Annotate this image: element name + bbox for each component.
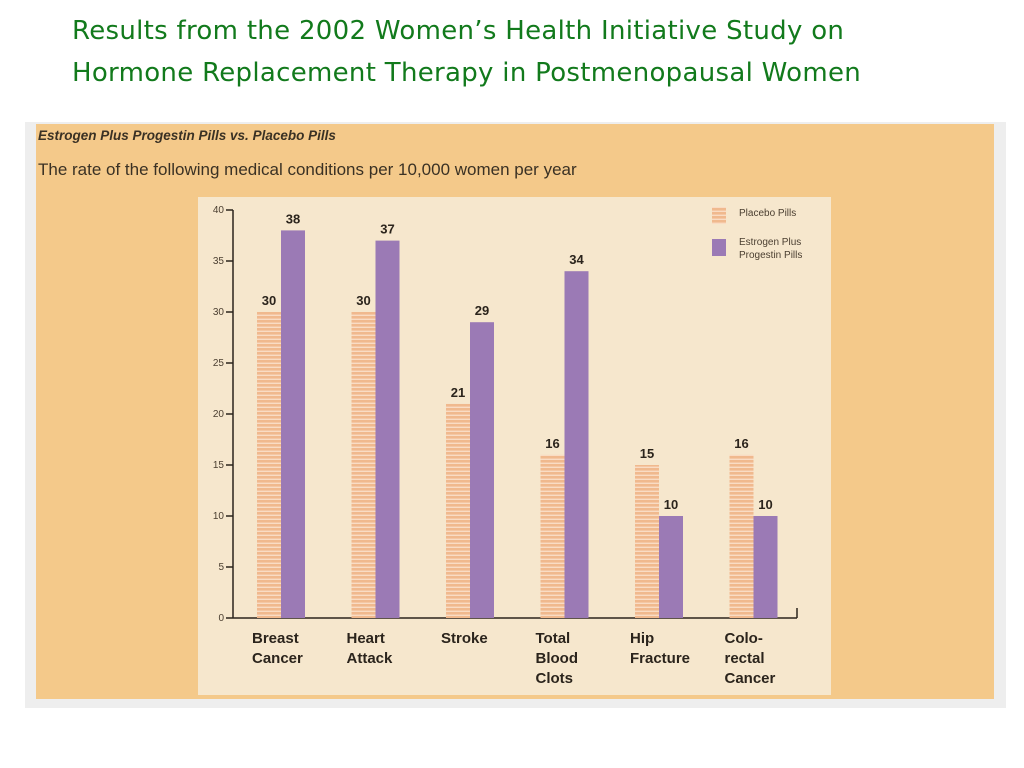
y-tick-label: 25 bbox=[213, 358, 225, 369]
legend-swatch-placebo bbox=[712, 207, 726, 224]
slide-title-line-2: Hormone Replacement Therapy in Postmenop… bbox=[72, 58, 862, 88]
x-axis-labels: Breast Cancer Heart Attack Stroke Total Blood C… bbox=[252, 630, 776, 687]
category-label: Hip bbox=[630, 630, 654, 647]
bar-estrogen-progestin bbox=[659, 516, 683, 618]
bar-placebo bbox=[635, 465, 659, 618]
data-label: 30 bbox=[262, 293, 276, 308]
slide-title: Results from the 2002 Women’s Health Ini… bbox=[72, 10, 1022, 94]
slide-title-line-1: Results from the 2002 Women’s Health Ini… bbox=[72, 16, 845, 46]
bar-estrogen-progestin bbox=[281, 230, 305, 618]
data-label: 21 bbox=[451, 385, 465, 400]
category-label: Heart bbox=[347, 630, 385, 647]
bar-estrogen-progestin bbox=[375, 240, 400, 618]
bar-placebo bbox=[446, 403, 470, 618]
bar-estrogen-progestin bbox=[564, 271, 589, 618]
data-label: 15 bbox=[640, 446, 654, 461]
data-label: 30 bbox=[356, 293, 370, 308]
bar-placebo bbox=[729, 454, 754, 618]
category-label: Total bbox=[536, 630, 571, 647]
category-label: Cancer bbox=[725, 670, 776, 687]
y-axis: 0 5 10 15 20 25 30 35 40 bbox=[213, 205, 798, 624]
category-label: Attack bbox=[347, 650, 394, 667]
category-label: Breast bbox=[252, 630, 299, 647]
category-label: Colo- bbox=[725, 630, 763, 647]
data-label: 38 bbox=[286, 211, 300, 226]
y-tick-label: 30 bbox=[213, 307, 225, 318]
y-tick-label: 0 bbox=[218, 613, 224, 624]
data-label: 16 bbox=[545, 436, 559, 451]
bar-estrogen-progestin bbox=[753, 516, 778, 618]
category-label: Clots bbox=[536, 670, 574, 687]
bar-placebo bbox=[351, 312, 376, 618]
bar-estrogen-progestin bbox=[470, 322, 494, 618]
data-label: 16 bbox=[734, 436, 748, 451]
y-tick-label: 35 bbox=[213, 256, 225, 267]
category-label: Stroke bbox=[441, 630, 488, 647]
legend-label-estrogen-progestin: Estrogen Plus bbox=[739, 237, 801, 248]
data-label: 34 bbox=[569, 252, 584, 267]
figure-subheading: The rate of the following medical condit… bbox=[38, 160, 577, 179]
bar-placebo bbox=[540, 454, 565, 618]
y-tick-label: 20 bbox=[213, 409, 225, 420]
figure-heading: Estrogen Plus Progestin Pills vs. Placeb… bbox=[38, 128, 336, 143]
bar-placebo bbox=[257, 312, 281, 618]
legend-label-estrogen-progestin: Progestin Pills bbox=[739, 250, 802, 261]
category-label: Fracture bbox=[630, 650, 690, 667]
y-tick-label: 40 bbox=[213, 205, 225, 216]
bars: 30 38 30 37 21 29 16 34 15 10 16 10 bbox=[257, 211, 778, 618]
category-label: rectal bbox=[725, 650, 765, 667]
data-label: 10 bbox=[664, 497, 678, 512]
y-tick-label: 15 bbox=[213, 460, 225, 471]
legend-swatch-estrogen-progestin bbox=[712, 239, 726, 256]
category-label: Cancer bbox=[252, 650, 303, 667]
data-label: 37 bbox=[380, 222, 394, 237]
data-label: 29 bbox=[475, 303, 489, 318]
y-tick-label: 5 bbox=[218, 562, 224, 573]
legend-label-placebo: Placebo Pills bbox=[739, 208, 796, 219]
legend: Placebo Pills Estrogen Plus Progestin Pill… bbox=[712, 207, 802, 261]
data-label: 10 bbox=[758, 497, 772, 512]
y-tick-label: 10 bbox=[213, 511, 225, 522]
category-label: Blood bbox=[536, 650, 579, 667]
